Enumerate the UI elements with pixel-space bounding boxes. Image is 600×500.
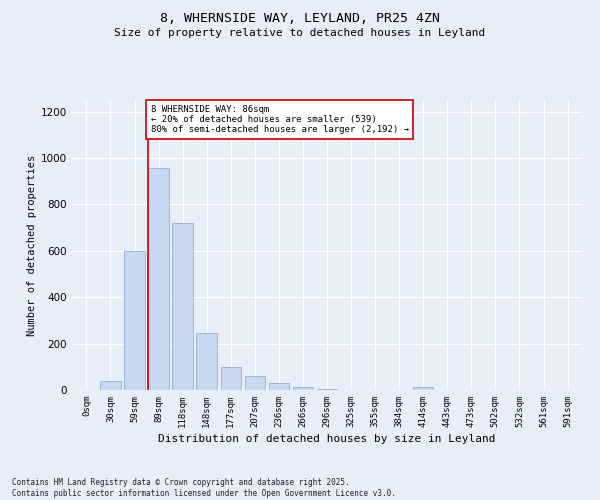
- Text: 8, WHERNSIDE WAY, LEYLAND, PR25 4ZN: 8, WHERNSIDE WAY, LEYLAND, PR25 4ZN: [160, 12, 440, 26]
- X-axis label: Distribution of detached houses by size in Leyland: Distribution of detached houses by size …: [158, 434, 496, 444]
- Y-axis label: Number of detached properties: Number of detached properties: [27, 154, 37, 336]
- Bar: [100, 382, 121, 390]
- Bar: [196, 333, 217, 390]
- Bar: [245, 376, 265, 390]
- Bar: [124, 251, 145, 390]
- Text: Contains HM Land Registry data © Crown copyright and database right 2025.
Contai: Contains HM Land Registry data © Crown c…: [12, 478, 396, 498]
- Bar: [413, 386, 433, 390]
- Bar: [317, 389, 337, 390]
- Text: 8 WHERNSIDE WAY: 86sqm
← 20% of detached houses are smaller (539)
80% of semi-de: 8 WHERNSIDE WAY: 86sqm ← 20% of detached…: [151, 104, 409, 134]
- Bar: [172, 223, 193, 390]
- Bar: [293, 386, 313, 390]
- Bar: [269, 383, 289, 390]
- Text: Size of property relative to detached houses in Leyland: Size of property relative to detached ho…: [115, 28, 485, 38]
- Bar: [221, 367, 241, 390]
- Bar: [148, 168, 169, 390]
